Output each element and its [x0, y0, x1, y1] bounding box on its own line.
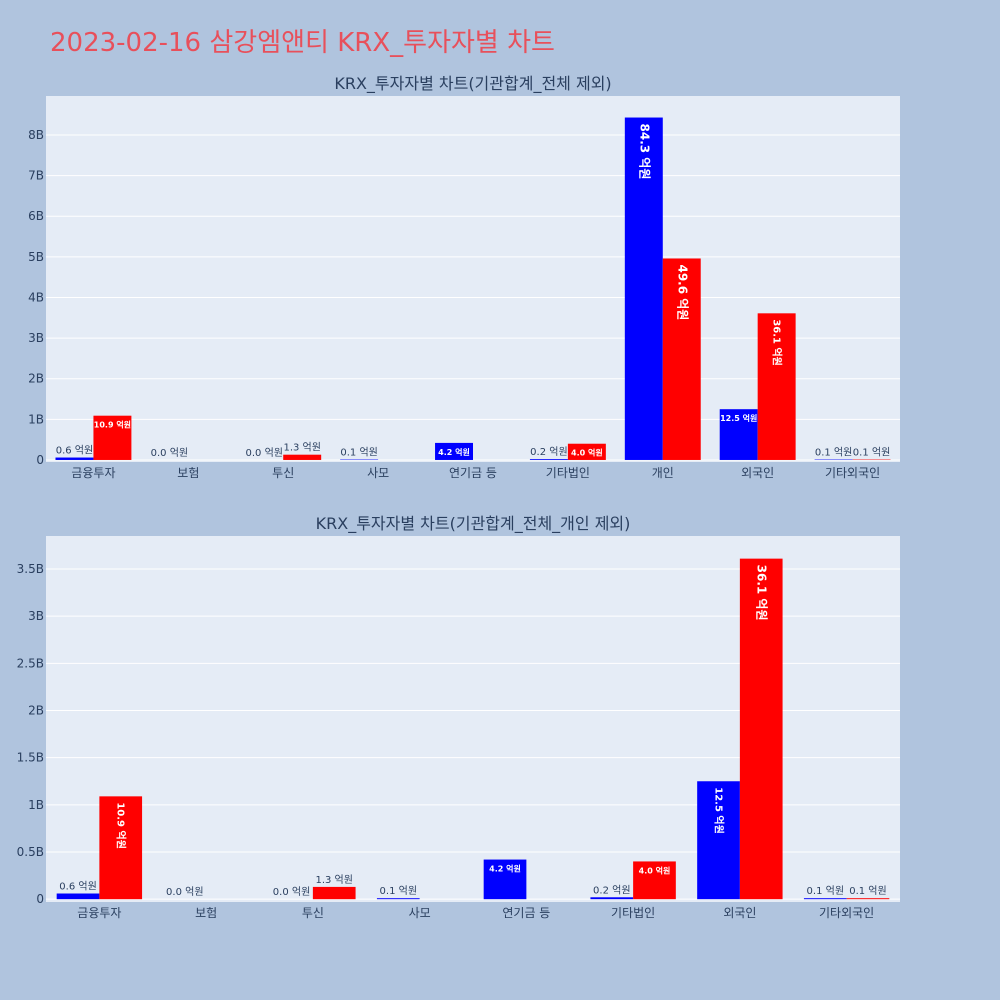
bar-buy	[55, 457, 94, 460]
data-label: 0.1 억원	[340, 447, 377, 459]
y-tick-label: 7B	[28, 169, 44, 183]
x-tick-label: 연기금 등	[502, 906, 550, 920]
data-label: 0.1 억원	[815, 447, 852, 459]
x-tick-label: 금융투자	[71, 466, 115, 480]
data-label: 49.6 억원	[675, 264, 689, 320]
chart-title: KRX_투자자별 차트(기관합계_전체_개인 제외)	[316, 514, 631, 534]
bar-buy	[624, 117, 663, 460]
data-label: 36.1 억원	[771, 319, 784, 366]
data-label: 84.3 억원	[637, 124, 651, 180]
bar-sell	[739, 558, 783, 900]
bar-buy	[590, 897, 634, 900]
y-tick-label: 0.5B	[17, 845, 44, 859]
x-tick-label: 투신	[302, 906, 324, 920]
data-label: 36.1 억원	[755, 565, 769, 621]
y-tick-label: 2B	[28, 372, 44, 386]
x-tick-label: 투신	[272, 466, 294, 480]
data-label: 0.0 억원	[246, 447, 283, 459]
bar-buy	[483, 859, 527, 900]
x-tick-label: 기타법인	[611, 906, 655, 920]
y-tick-label: 3B	[28, 331, 44, 345]
bar-sell	[633, 861, 676, 900]
x-tick-label: 기타외국인	[825, 466, 880, 480]
y-tick-label: 1.5B	[17, 751, 44, 765]
x-tick-label: 기타법인	[546, 466, 590, 480]
chart-top: KRX_투자자별 차트(기관합계_전체 제외) 0 1B 2B 3B 4B 5B 6B 7B 8B…	[28, 74, 900, 480]
x-tick-label: 개인	[652, 466, 674, 480]
y-tick-label: 1B	[28, 412, 44, 426]
data-label: 0.2 억원	[530, 446, 567, 458]
data-label: 10.9 억원	[94, 420, 131, 430]
y-tick-label: 8B	[28, 128, 44, 142]
x-tick-label: 외국인	[741, 466, 774, 480]
bar-buy	[697, 781, 740, 900]
y-tick-label: 3.5B	[17, 562, 44, 576]
bar-sell	[99, 796, 143, 900]
bar-buy	[803, 898, 847, 900]
data-label: 0.0 억원	[166, 886, 203, 898]
bar-buy	[529, 459, 568, 460]
y-tick-label: 2B	[28, 704, 44, 718]
data-label: 0.1 억원	[380, 885, 417, 897]
data-label: 0.0 억원	[273, 886, 310, 898]
data-label: 0.2 억원	[593, 884, 630, 896]
bar-sell	[567, 443, 606, 460]
x-tick-label: 외국인	[723, 906, 756, 920]
y-tick-label: 0	[36, 453, 44, 467]
bar-sell	[283, 454, 322, 460]
x-tick-label: 기타외국인	[819, 906, 874, 920]
bar-buy	[376, 898, 420, 900]
data-label: 10.9 억원	[115, 802, 128, 849]
x-tick-label: 사모	[409, 906, 431, 920]
bar-sell	[846, 898, 890, 900]
bar-buy	[435, 442, 473, 460]
data-label: 12.5 억원	[720, 413, 757, 423]
bar-sell	[312, 886, 356, 900]
y-tick-label: 6B	[28, 209, 44, 223]
x-tick-label: 연기금 등	[449, 466, 497, 480]
y-tick-label: 2.5B	[17, 656, 44, 670]
y-tick-label: 3B	[28, 609, 44, 623]
y-tick-label: 4B	[28, 290, 44, 304]
data-label: 0.1 억원	[853, 447, 890, 459]
data-label: 0.0 억원	[151, 447, 188, 459]
bar-sell	[93, 415, 132, 460]
bar-buy	[719, 409, 758, 460]
x-tick-label: 보험	[195, 906, 217, 920]
data-label: 1.3 억원	[283, 442, 320, 454]
bar-buy	[56, 893, 100, 900]
data-label: 4.0 억원	[571, 448, 603, 458]
chart-bottom: KRX_투자자별 차트(기관합계_전체_개인 제외) 0 0.5B 1B 1.5B 2B 2…	[17, 514, 900, 920]
chart-title: KRX_투자자별 차트(기관합계_전체 제외)	[334, 74, 611, 94]
bar-sell	[662, 258, 701, 460]
data-label: 0.6 억원	[56, 445, 93, 457]
page-title: 2023-02-16 삼강엠앤티 KRX_투자자별 차트	[50, 28, 555, 58]
bar-sell	[757, 313, 796, 460]
data-label: 4.2 억원	[438, 447, 470, 457]
x-tick-label: 금융투자	[77, 906, 121, 920]
y-tick-label: 0	[36, 892, 44, 906]
x-tick-label: 보험	[177, 466, 199, 480]
data-label: 4.2 억원	[489, 864, 521, 874]
data-label: 0.1 억원	[849, 885, 886, 897]
y-tick-label: 1B	[28, 798, 44, 812]
data-label: 4.0 억원	[639, 865, 671, 875]
x-tick-label: 사모	[367, 466, 389, 480]
data-label: 1.3 억원	[315, 874, 352, 886]
data-label: 12.5 억원	[713, 787, 726, 834]
data-label: 0.1 억원	[807, 885, 844, 897]
y-tick-label: 5B	[28, 250, 44, 264]
data-label: 0.6 억원	[59, 881, 96, 893]
